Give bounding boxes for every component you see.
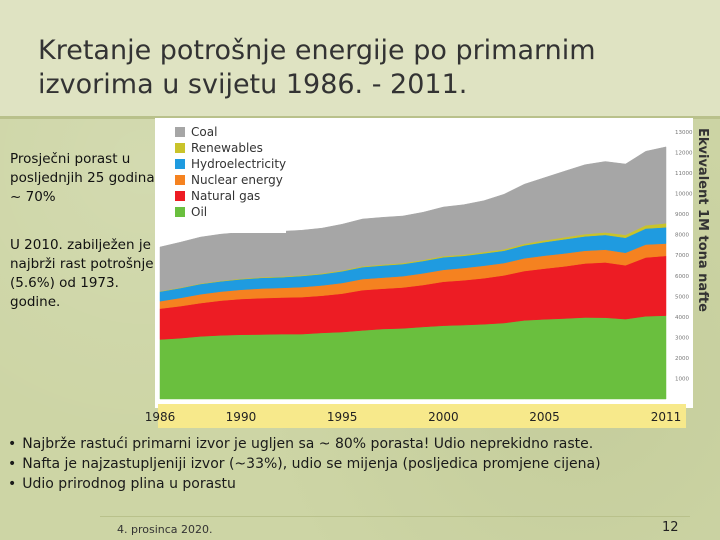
page-number: 12 — [662, 520, 679, 535]
bullet-dot-icon: • — [8, 476, 17, 492]
bullet-item-oil: • Nafta je najzastupljeniji izvor (~33%),… — [8, 454, 713, 474]
footer-date: 4. prosinca 2020. — [117, 523, 213, 536]
title-band — [0, 0, 720, 119]
slide-title: Kretanje potrošnje energije po primarnim… — [38, 35, 596, 100]
bullet-list: • Najbrže rastući primarni izvor je uglje… — [8, 434, 713, 494]
y-axis-label-wrap: Ekvivalent 1M tona nafte — [695, 128, 717, 328]
chart-panel — [155, 118, 693, 408]
y-axis-label: Ekvivalent 1M tona nafte — [695, 128, 710, 312]
record-growth-note: U 2010. zabilježen je najbrži rast potro… — [10, 237, 154, 310]
bullet-text: Najbrže rastući primarni izvor je ugljen… — [22, 436, 594, 452]
bullet-dot-icon: • — [8, 436, 17, 452]
bullet-text: Nafta je najzastupljeniji izvor (~33%), … — [22, 456, 601, 472]
bullet-text: Udio prirodnog plina u porastu — [22, 476, 236, 492]
bullet-item-gas: • Udio prirodnog plina u porastu — [8, 474, 713, 494]
growth-note: Prosječni porast u posljednjih 25 godina… — [10, 151, 155, 205]
bullet-item-coal: • Najbrže rastući primarni izvor je uglje… — [8, 434, 713, 454]
bullet-dot-icon: • — [8, 456, 17, 472]
x-axis-band — [158, 404, 686, 428]
footer-divider — [100, 516, 690, 517]
